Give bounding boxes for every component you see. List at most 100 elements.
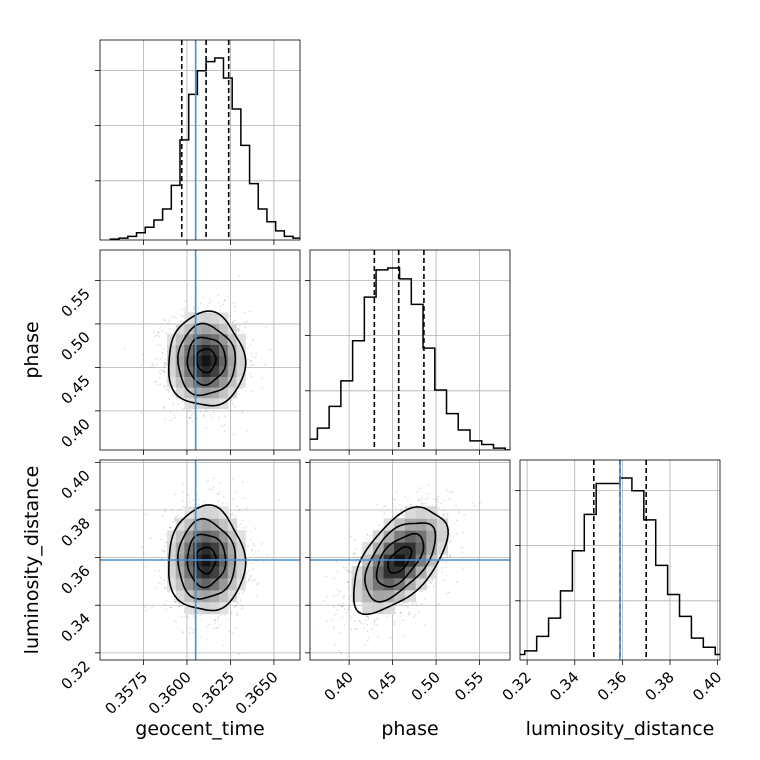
scatter-point <box>247 358 250 361</box>
scatter-point <box>154 570 157 572</box>
scatter-point <box>221 425 223 428</box>
scatter-point <box>159 373 162 375</box>
scatter-point <box>186 494 189 496</box>
scatter-point <box>192 615 195 617</box>
scatter-point <box>162 370 164 372</box>
density-bin <box>394 577 406 591</box>
density-bin <box>175 344 185 356</box>
scatter-point <box>208 302 211 305</box>
y-tick-label-luminosity_distance-0: 0.32 <box>57 657 93 693</box>
scatter-point <box>245 581 248 583</box>
scatter-point <box>236 614 239 616</box>
scatter-point <box>199 614 202 617</box>
scatter-point <box>399 615 401 617</box>
density-bin <box>175 387 185 399</box>
density-bin <box>193 312 203 324</box>
scatter-point <box>456 581 458 583</box>
scatter-point <box>155 383 158 386</box>
scatter-point <box>162 579 165 582</box>
density-bin <box>193 542 203 555</box>
scatter-point <box>234 305 237 308</box>
scatter-point <box>413 615 416 618</box>
scatter-point <box>247 545 250 548</box>
scatter-point <box>383 512 386 515</box>
scatter-point <box>260 543 263 545</box>
density-bin <box>210 355 220 367</box>
scatter-point <box>431 578 434 581</box>
scatter-point <box>199 302 202 305</box>
scatter-point <box>184 309 187 312</box>
scatter-point <box>158 569 161 572</box>
scatter-point <box>181 631 184 634</box>
scatter-point <box>144 513 147 516</box>
scatter-point <box>188 416 191 419</box>
scatter-point <box>340 604 343 607</box>
hist-panel-geocent_time <box>95 39 301 245</box>
density-bin <box>167 365 177 377</box>
scatter-point <box>353 553 355 556</box>
x-axis-label-luminosity-distance: luminosity_distance <box>526 718 715 740</box>
density-bin <box>175 355 185 367</box>
scatter-point <box>231 514 234 516</box>
density-bin <box>175 518 185 531</box>
scatter-point <box>427 579 430 582</box>
scatter-point <box>437 501 439 503</box>
x-tick-label-geocent_time-0: 0.3575 <box>101 668 151 718</box>
scatter-point <box>181 631 184 633</box>
scatter-point <box>164 361 167 364</box>
density-bin <box>227 566 237 579</box>
scatter-point <box>408 612 411 615</box>
scatter-point <box>231 513 233 515</box>
scatter-point <box>238 653 241 655</box>
scatter-point <box>168 328 171 330</box>
scatter-point <box>341 605 343 608</box>
frame-luminosity_distance <box>519 459 721 661</box>
scatter-point <box>415 491 418 493</box>
scatter-point <box>179 508 182 511</box>
density-bin <box>219 387 229 399</box>
scatter-point <box>445 593 448 595</box>
scatter-point <box>193 308 195 311</box>
density-bin <box>193 589 203 603</box>
scatter-point <box>347 607 350 609</box>
density-bin <box>210 577 220 591</box>
scatter-point <box>411 603 414 605</box>
density-bin <box>167 333 177 345</box>
scatter-point <box>154 358 157 361</box>
frame-0-2 <box>99 459 301 661</box>
scatter-point <box>205 427 208 430</box>
x-tick-label-luminosity_distance-3: 0.38 <box>641 668 677 704</box>
scatter-point <box>163 318 165 321</box>
scatter-point <box>246 506 249 508</box>
scatter-point <box>172 403 175 406</box>
scatter-point <box>233 319 236 322</box>
scatter-point <box>249 360 252 363</box>
scatter-point <box>433 498 436 501</box>
scatter-point <box>450 490 453 493</box>
scatter-point <box>216 493 219 496</box>
scatter-point <box>471 501 474 504</box>
x-tick-label-geocent_time-3: 0.3650 <box>232 668 282 718</box>
y-tick-label-phase-2: 0.50 <box>57 328 93 364</box>
scatter-point <box>256 583 258 585</box>
scatter-point <box>443 579 445 582</box>
scatter-point <box>182 483 185 486</box>
scatter-point <box>438 603 440 605</box>
scatter-point <box>446 512 449 515</box>
scatter-point <box>205 411 208 413</box>
scatter-point <box>237 596 239 599</box>
scatter-point <box>257 550 260 552</box>
density-bin <box>383 577 395 591</box>
scatter-point <box>401 603 404 605</box>
scatter-point <box>163 407 166 409</box>
density-bin <box>193 506 203 519</box>
scatter-point <box>164 510 167 513</box>
scatter-point <box>206 638 209 641</box>
scatter-point <box>350 628 353 631</box>
scatter-point <box>223 430 226 433</box>
density-bin <box>210 530 220 543</box>
scatter-point <box>449 534 452 537</box>
scatter-point <box>421 590 423 593</box>
scatter-point <box>164 545 166 548</box>
density-bin <box>219 530 229 543</box>
